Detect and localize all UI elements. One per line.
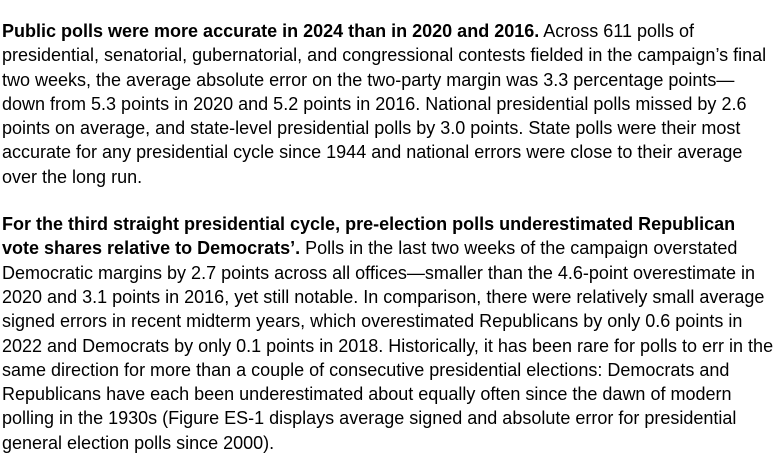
paragraph-body-text: Across 611 polls of presidential, senato…: [2, 21, 767, 187]
paragraph-lead-bold: For the third straight presidential cycl…: [2, 214, 736, 259]
paragraph-poll-accuracy: Public polls were more accurate in 2024 …: [2, 19, 777, 189]
paragraph-body-text: Polls in the last two weeks of the campa…: [2, 238, 774, 453]
paragraph-partisan-error: For the third straight presidential cycl…: [2, 212, 777, 455]
paragraph-lead-bold: Public polls were more accurate in 2024 …: [2, 21, 540, 41]
